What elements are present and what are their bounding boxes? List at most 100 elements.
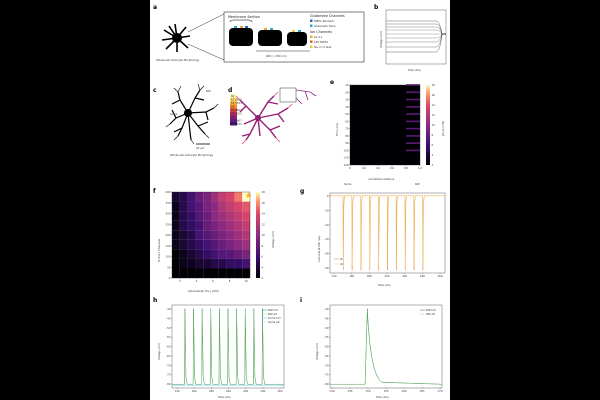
f-heatmap-cell <box>242 220 251 231</box>
h-series-pap-alt <box>172 310 284 385</box>
i-ytick-label: -80 <box>324 382 329 386</box>
f-cbar-tick-label: 8 <box>262 244 264 248</box>
i-ytick-label: -75 <box>324 373 329 377</box>
e-ytick-label: 100 <box>344 148 349 152</box>
g-xlabel: time (ms) <box>378 283 391 287</box>
e-ytick-label: 60 <box>345 119 349 123</box>
e-axes <box>349 84 421 166</box>
h-xtick-label: 260 <box>278 389 283 393</box>
e-cbar-tick-label: 12 <box>432 113 436 117</box>
chart-f: 400 350 300 250 200 150 100 50 0 2 4 6 8 10 ★ # of K… <box>157 190 275 293</box>
h-xtick-label: 140 <box>175 389 180 393</box>
c-pap-label: PAP <box>206 89 211 93</box>
f-heatmap-cell <box>234 239 243 250</box>
g-xtick-label: 180 <box>367 274 372 278</box>
f-heatmap-cell <box>203 211 212 221</box>
e-cbar-tick-label: 18 <box>432 83 436 87</box>
f-heatmap-cell <box>179 211 188 221</box>
h-xtick-label: 160 <box>192 389 197 393</box>
h-ytick-label: -45 <box>166 316 171 320</box>
d-zoom-box <box>279 87 297 103</box>
legend-k2p: K2P TREK1 <box>314 40 328 44</box>
i-xtick-label: 140 <box>330 389 335 393</box>
panel-label-i: i <box>300 297 302 304</box>
f-heatmap-cell <box>203 239 212 250</box>
f-heatmap-cell <box>187 258 196 269</box>
h-legend-soma-alt: Soma alt <box>268 320 280 324</box>
f-heatmap-cell <box>218 201 227 212</box>
h-ytick-label: -65 <box>166 354 171 358</box>
f-cbar-tick-label: 18 <box>262 190 266 194</box>
f-heatmap-cell <box>226 239 235 250</box>
f-heatmap-cell <box>211 249 219 259</box>
e-cbar-label: [K+]o (mM) <box>441 121 445 136</box>
f-heatmap-cell <box>195 239 204 250</box>
g-ytick-label: -30 <box>324 237 329 241</box>
legend-glut-trans: Glutamate Trans. <box>314 24 336 28</box>
f-heatmap-cell <box>172 230 180 240</box>
h-ytick-label: -40 <box>166 307 171 311</box>
f-heatmap-cell <box>226 249 235 259</box>
e-cbar-ticks: 18 16 14 12 10 8 6 4 2 <box>432 83 436 167</box>
chart-b: Voltage (mV) time (ms) <box>379 9 447 72</box>
e-pulse-cell <box>406 127 420 130</box>
h-xticks: 140 160 180 200 220 240 260 <box>175 388 283 393</box>
f-heatmap-cell <box>179 192 188 202</box>
kir-swatch <box>310 35 313 38</box>
e-cbar-tick-label: 16 <box>432 93 436 97</box>
h-legend: PAP trm PAP alt Soma trm Soma alt <box>262 308 281 324</box>
f-heatmap-cell <box>234 258 243 269</box>
c-soma-label: Soma <box>170 112 178 116</box>
d-legend-value: 68.3333 <box>231 111 242 115</box>
f-heatmap-cell <box>242 239 251 250</box>
g-yticks: 0 -10 -20 -30 -40 -50 <box>324 194 330 270</box>
f-cbar-ticks: 18 16 14 12 10 8 6 4 2 <box>262 190 266 280</box>
f-heatmap-cell <box>218 239 227 250</box>
panel-label-b: b <box>374 4 379 11</box>
f-heatmap-cell <box>203 201 212 212</box>
h-xlabel: time (ms) <box>218 395 231 399</box>
f-cbar-tick-label: 12 <box>262 222 266 226</box>
g-xtick-label: 220 <box>402 274 407 278</box>
f-heatmap-cell <box>242 230 251 240</box>
f-heatmap-cell <box>218 249 227 259</box>
b-ylabel: Voltage (mV) <box>379 31 383 48</box>
chart-h: -40 -45 -50 -55 -60 -65 -70 -75 -80 140 160 180 200… <box>157 304 285 399</box>
f-xtick-label: 2 <box>179 279 181 283</box>
f-ytick-label: 0 <box>169 276 171 280</box>
d-legend-value: 61.6667 <box>231 97 242 101</box>
f-heatmap-cell <box>172 258 180 269</box>
voltage-trace-lines <box>386 20 446 53</box>
f-heatmap-cell <box>187 249 196 259</box>
d-legend-value: 63.3333 <box>231 101 242 105</box>
d-legend-value: 70 <box>231 115 235 119</box>
f-heatmap-cell <box>172 201 180 212</box>
c-caption: Whole-Cell Astrocyte Morphology <box>170 153 214 157</box>
i-xticks: 140 145 150 155 160 165 170 <box>330 388 443 393</box>
i-xtick-label: 165 <box>420 389 425 393</box>
e-ytick-label: 70 <box>345 127 349 131</box>
f-xticks: 2 4 6 8 10 <box>179 278 248 283</box>
f-heatmap-cell <box>226 230 235 240</box>
f-heatmap-cell <box>203 220 212 231</box>
e-heatmap-area <box>350 85 420 165</box>
d-legend-value: 71.6667 <box>231 118 242 122</box>
f-heatmap-cell <box>234 230 243 240</box>
f-heatmap-cell <box>195 258 204 269</box>
i-legend: PAP trm PAP alt <box>420 308 437 316</box>
g-series-icl <box>330 195 445 266</box>
f-heatmap-cell <box>179 239 188 250</box>
d-legend-value: 66.6667 <box>231 108 242 112</box>
i-ytick-label: -50 <box>324 326 329 330</box>
nmda-swatch <box>310 19 313 22</box>
legend-nmda: NMDA Receptor <box>314 19 335 23</box>
pap-size-label: PAP (< 300 nm) <box>266 54 287 58</box>
i-series-pap-alt <box>330 310 443 385</box>
f-colorbar <box>256 192 260 278</box>
e-cbar-tick-label: 8 <box>432 133 434 137</box>
f-heatmap-cell <box>195 230 204 240</box>
membrane-section-label: Membrane Section <box>228 15 260 19</box>
f-heatmap-cell <box>172 239 180 250</box>
astrocyte-caption: Whole-Cell Astrocyte Morphology <box>156 58 200 62</box>
e-pulse-cell <box>406 91 420 94</box>
